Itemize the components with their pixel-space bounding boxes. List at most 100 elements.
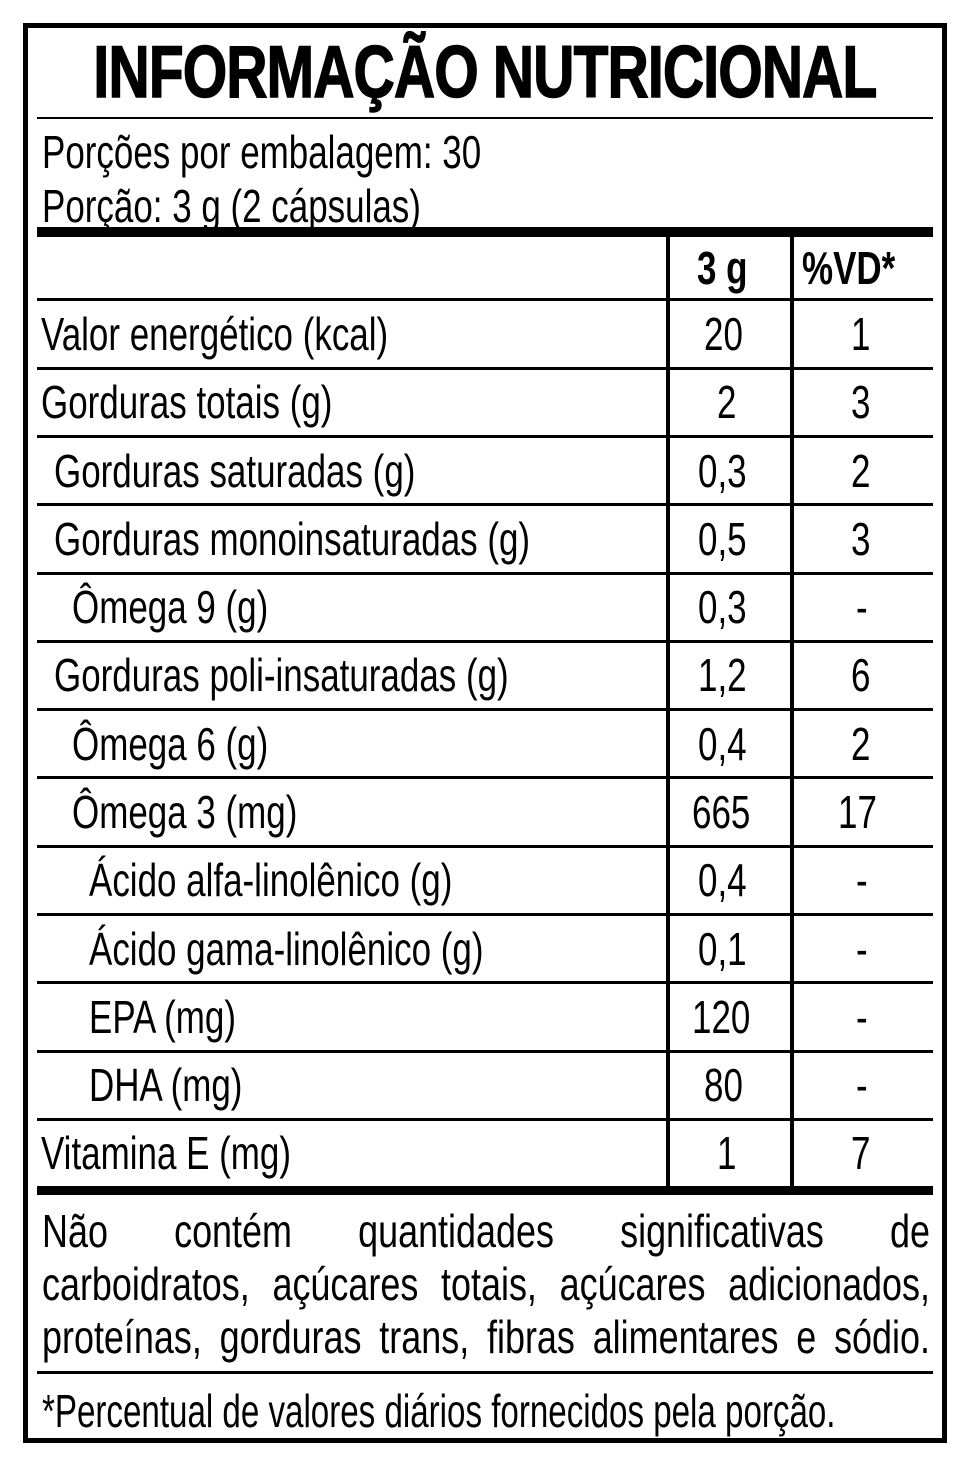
nutrition-table: 3 g %VD* Valor energético (kcal) 20 1 [37, 237, 933, 1187]
row-label-cell: EPA (mg) [37, 984, 666, 1049]
row-label-cell: Ômega 6 (g) [37, 711, 666, 776]
row-amount-cell: 1,2 [666, 642, 790, 709]
row-dv-value: - [855, 854, 868, 907]
row-dv-value: 2 [850, 444, 871, 497]
table-row: Ácido alfa-linolênico (g) 0,4 - [37, 847, 933, 916]
note-line-1: Não contém quantidades significativas de [42, 1204, 930, 1257]
row-label-cell: Gorduras monoinsaturadas (g) [37, 506, 666, 571]
row-amount-cell: 0,4 [666, 847, 790, 913]
row-label: DHA (mg) [89, 1059, 243, 1112]
row-label-cell: Ômega 3 (mg) [37, 779, 666, 844]
row-amount-value: 0,5 [698, 512, 747, 565]
row-amount-cell: 0,3 [666, 574, 790, 640]
table-row: Valor energético (kcal) 20 1 [37, 301, 933, 370]
table-row: Vitamina E (mg) 1 7 [37, 1120, 933, 1187]
row-label-cell: Gorduras saturadas (g) [37, 438, 666, 503]
row-amount-value: 0,1 [698, 922, 747, 975]
row-label-cell: Gorduras poli-insaturadas (g) [37, 643, 666, 708]
header-dv-cell: %VD* [790, 237, 933, 299]
row-dv-value: - [855, 581, 868, 634]
table-row: DHA (mg) 80 - [37, 1052, 933, 1121]
row-dv-cell: 1 [790, 301, 933, 367]
row-amount-cell: 0,4 [666, 711, 790, 777]
table-row: Ácido gama-linolênico (g) 0,1 - [37, 915, 933, 985]
row-amount-cell: 20 [666, 301, 790, 367]
serving-size: Porção: 3 g (2 cápsulas) [42, 180, 421, 233]
row-amount-value: 0,4 [698, 717, 747, 770]
table-row: Gorduras poli-insaturadas (g) 1,2 6 [37, 642, 933, 712]
row-label-cell: Ácido alfa-linolênico (g) [37, 848, 666, 913]
row-dv-cell: - [790, 915, 933, 982]
row-label: Valor energético (kcal) [41, 308, 389, 361]
row-dv-cell: 2 [790, 711, 933, 777]
row-label-cell: Ácido gama-linolênico (g) [37, 916, 666, 981]
row-dv-value: 7 [850, 1127, 871, 1180]
row-dv-value: - [855, 990, 868, 1043]
row-label: Ômega 6 (g) [72, 717, 269, 770]
row-dv-cell: 3 [790, 369, 933, 435]
footer-thick-bar [37, 1186, 933, 1195]
row-label-cell: Gorduras totais (g) [37, 370, 666, 435]
row-amount-cell: 0,3 [666, 437, 790, 504]
footnote-divider [37, 1371, 933, 1374]
row-label: Gorduras poli-insaturadas (g) [54, 649, 509, 702]
table-row: EPA (mg) 120 - [37, 984, 933, 1053]
header-thick-bar [37, 227, 933, 238]
row-dv-value: 6 [850, 649, 871, 702]
nutrition-facts-panel: INFORMAÇÃO NUTRICIONAL Porções por embal… [23, 23, 947, 1443]
row-label: Gorduras saturadas (g) [54, 444, 416, 497]
row-dv-cell: 3 [790, 506, 933, 572]
row-label: Ômega 3 (mg) [72, 786, 298, 839]
row-amount-cell: 2 [666, 369, 790, 435]
header-amount-label: 3 g [696, 241, 748, 294]
row-dv-cell: 6 [790, 642, 933, 709]
table-header-row: 3 g %VD* [37, 237, 933, 302]
row-dv-value: 3 [850, 376, 871, 429]
daily-value-footnote: *Percentual de valores diários fornecido… [42, 1385, 836, 1437]
row-amount-value: 0,3 [698, 444, 747, 497]
row-amount-value: 1,2 [698, 649, 747, 702]
row-amount-value: 20 [704, 308, 744, 361]
row-label: Ômega 9 (g) [72, 581, 269, 634]
note-line-3: proteínas, gorduras trans, fibras alimen… [42, 1310, 930, 1363]
row-dv-value: - [855, 1059, 868, 1112]
header-blank-cell [37, 237, 666, 298]
row-amount-cell: 665 [666, 779, 790, 845]
row-amount-cell: 1 [666, 1120, 790, 1187]
servings-per-package: Porções por embalagem: 30 [42, 126, 482, 179]
row-label-cell: Valor energético (kcal) [37, 301, 666, 366]
header-amount-cell: 3 g [666, 237, 790, 299]
row-dv-cell: - [790, 847, 933, 913]
row-dv-cell: 7 [790, 1120, 933, 1187]
row-label: Ácido gama-linolênico (g) [89, 922, 484, 975]
row-dv-value: - [855, 922, 868, 975]
table-row: Ômega 3 (mg) 665 17 [37, 779, 933, 848]
panel-title: INFORMAÇÃO NUTRICIONAL [93, 31, 878, 114]
no-significant-amounts-note: Não contém quantidades significativas de… [28, 1195, 942, 1371]
title-row: INFORMAÇÃO NUTRICIONAL [28, 28, 942, 117]
row-amount-value: 80 [704, 1059, 744, 1112]
row-label: Ácido alfa-linolênico (g) [89, 854, 453, 907]
row-amount-cell: 0,5 [666, 506, 790, 572]
row-label-cell: Vitamina E (mg) [37, 1121, 666, 1186]
table-row: Gorduras saturadas (g) 0,3 2 [37, 437, 933, 507]
row-label: Vitamina E (mg) [41, 1127, 291, 1180]
table-row: Gorduras monoinsaturadas (g) 0,5 3 [37, 506, 933, 575]
row-dv-value: 1 [850, 308, 871, 361]
row-dv-value: 17 [837, 786, 877, 839]
row-dv-cell: 2 [790, 437, 933, 504]
row-amount-value: 120 [691, 990, 750, 1043]
row-label: EPA (mg) [89, 990, 237, 1043]
row-amount-cell: 80 [666, 1052, 790, 1118]
note-line-2: carboidratos, açúcares totais, açúcares … [42, 1257, 930, 1310]
row-label-cell: Ômega 9 (g) [37, 575, 666, 640]
row-label: Gorduras totais (g) [41, 376, 333, 429]
row-amount-value: 1 [717, 1127, 737, 1180]
row-dv-cell: 17 [790, 779, 933, 845]
row-amount-value: 665 [691, 786, 750, 839]
row-label-cell: DHA (mg) [37, 1053, 666, 1118]
row-dv-cell: - [790, 984, 933, 1050]
row-amount-cell: 0,1 [666, 915, 790, 982]
row-amount-value: 2 [717, 376, 737, 429]
